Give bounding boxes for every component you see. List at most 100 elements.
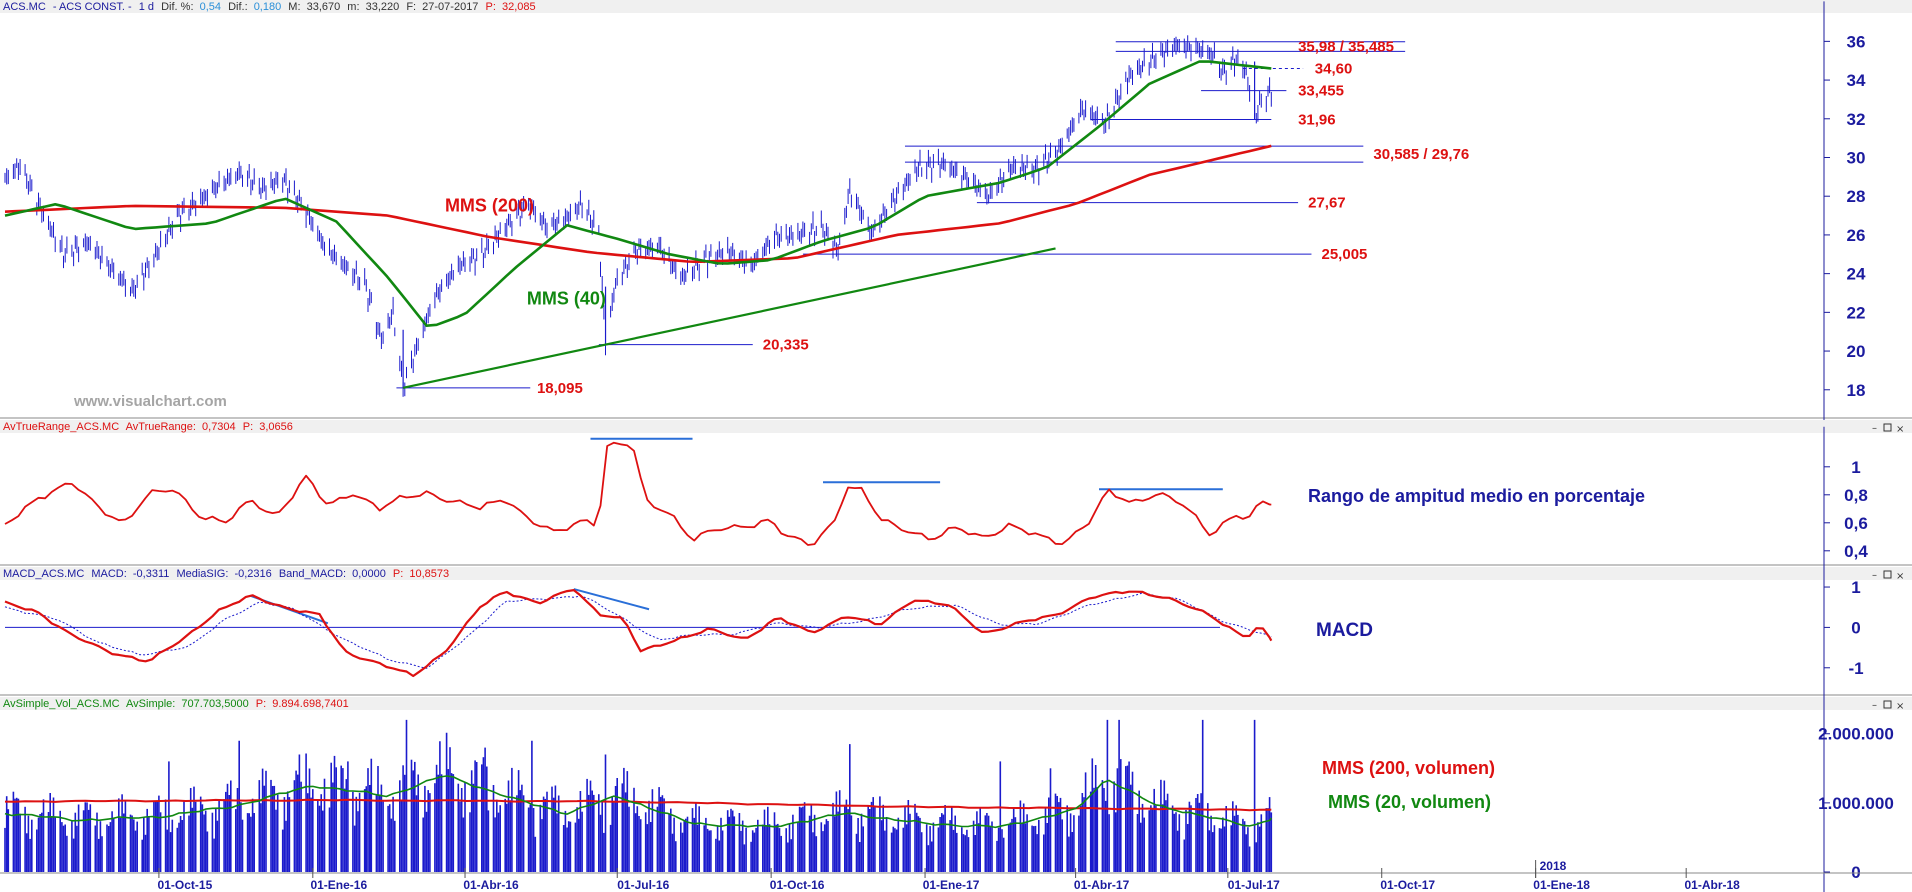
volume-y-axis-tick-label: 1.000.000 xyxy=(1818,794,1894,813)
x-tick-label: 01-Jul-17 xyxy=(1228,878,1280,892)
level-label: 18,095 xyxy=(537,380,583,397)
atr-line xyxy=(4,441,1272,546)
price-y-axis-tick-label: 20 xyxy=(1847,342,1866,361)
price-y-axis-tick-label: 18 xyxy=(1847,381,1866,400)
svg-text:AvTrueRange_ACS.MC AvTru: AvTrueRange_ACS.MC AvTrueRange: 0,7304 P… xyxy=(3,421,293,433)
vol-ma200-label: MMS (200, volumen) xyxy=(1322,758,1495,778)
macd-name: MACD_ACS.MC xyxy=(3,568,84,580)
watermark: www.visualchart.com xyxy=(73,393,227,410)
vol-name: AvSimple_Vol_ACS.MC xyxy=(3,698,120,710)
dif-pct: 0,54 xyxy=(200,1,221,13)
macd-band-label: Band_MACD: xyxy=(279,568,346,580)
maximize-icon xyxy=(1883,570,1892,579)
x-tick-label: 01-Oct-15 xyxy=(158,878,213,892)
minimize-icon: – xyxy=(1872,570,1877,581)
x-tick-label: 01-Jul-16 xyxy=(617,878,669,892)
macd-field: MACD: xyxy=(91,568,126,580)
atr-y-axis-tick-label: 0,6 xyxy=(1844,514,1868,533)
price-y-axis-tick-label: 32 xyxy=(1847,110,1866,129)
volume-panel-header xyxy=(0,697,1912,710)
atr-panel-header xyxy=(0,420,1912,433)
atr-p: 3,0656 xyxy=(259,421,293,433)
macd-sig: -0,2316 xyxy=(234,568,271,580)
close-icon: × xyxy=(1896,701,1904,712)
macd-series xyxy=(4,588,1273,678)
macd-value: -0,3311 xyxy=(133,568,170,580)
level-label: 27,67 xyxy=(1308,195,1346,212)
atr-y-axis: 0,4 0,6 0,8 1 xyxy=(1823,426,1868,591)
vol-field: AvSimple: xyxy=(126,698,175,710)
vol-value: 707.703,5000 xyxy=(181,698,248,710)
price-levels xyxy=(396,41,1406,389)
volume-ma20-line xyxy=(4,775,1272,829)
macd-annotation: MACD xyxy=(1316,620,1373,641)
max-label: M: xyxy=(288,1,300,13)
vol-ma20-label: MMS (20, volumen) xyxy=(1328,792,1491,812)
series-label: MMS (200) xyxy=(445,196,534,216)
price-panel-header xyxy=(0,0,1912,13)
macd-marks xyxy=(0,588,1912,696)
x-tick-label: 01-Abr-17 xyxy=(1074,878,1130,892)
atr-value: 0,7304 xyxy=(202,421,236,433)
macd-panel-header xyxy=(0,567,1912,580)
maximize-icon xyxy=(1883,700,1892,709)
period: 1 d xyxy=(139,1,154,13)
volume-series xyxy=(4,775,1272,829)
price-labels: 18,095 20,335 25,005 27,67 30,585 / 29,76 31,… xyxy=(445,39,1469,397)
macd-p: 10,8573 xyxy=(409,568,449,580)
x-tick-label: 01-Ene-18 xyxy=(1533,878,1590,892)
volume-ma200-line xyxy=(4,798,1272,812)
macd-signal-line xyxy=(4,592,1272,669)
x-tick-label: 01-Abr-18 xyxy=(1684,878,1740,892)
ticker: ACS.MC xyxy=(3,1,46,13)
p-label: P: xyxy=(486,1,496,13)
x-tick-label: 01-Ene-16 xyxy=(310,878,367,892)
atr-annotation: Rango de ampitud medio en porcentaje xyxy=(1308,486,1645,506)
volume-bars xyxy=(4,719,1273,872)
min: 33,220 xyxy=(366,1,400,13)
level-label: 31,96 xyxy=(1298,112,1336,129)
macd-sig-label: MediaSIG: xyxy=(176,568,228,580)
instrument-name: - ACS CONST. - xyxy=(53,1,132,13)
price-y-axis-tick-label: 36 xyxy=(1847,32,1866,51)
atr-series xyxy=(4,441,1272,546)
price-y-axis-tick-label: 24 xyxy=(1847,265,1866,284)
svg-text:ACS.MC - ACS CONST. -: ACS.MC - ACS CONST. - 1 d Dif. %: 0,54 D… xyxy=(3,1,536,13)
macd-panel: MACD_ACS.MC MACD: -0,3311 MediaSIG: -0,2… xyxy=(0,547,1912,708)
p: 32,085 xyxy=(502,1,536,13)
atr-p-label: P: xyxy=(243,421,253,433)
price-ma40-line xyxy=(4,60,1272,328)
year-marker: 2018 xyxy=(1540,859,1567,873)
volume-y-axis-tick-label: 2.000.000 xyxy=(1818,725,1894,744)
atr-y-axis-tick-label: 1 xyxy=(1851,458,1860,477)
date-label: F: xyxy=(406,1,416,13)
price-ma200-line xyxy=(4,144,1272,264)
x-tick-label: 01-Abr-16 xyxy=(463,878,519,892)
macd-y-axis-tick-label: 0 xyxy=(1851,618,1860,637)
minimize-icon: – xyxy=(1872,423,1877,434)
level-label: 25,005 xyxy=(1322,246,1368,263)
level-label: 34,60 xyxy=(1315,60,1353,77)
support-trendline xyxy=(402,247,1056,389)
macd-y-axis-tick-label: 1 xyxy=(1851,578,1860,597)
vol-p: 9.894.698,7401 xyxy=(272,698,348,710)
price-series xyxy=(4,60,1272,389)
atr-name: AvTrueRange_ACS.MC xyxy=(3,421,119,433)
svg-text:AvSimple_Vol_ACS.MC AvSi: AvSimple_Vol_ACS.MC AvSimple: 707.703,50… xyxy=(3,698,349,710)
atr-panel: AvTrueRange_ACS.MC AvTrueRange: 0,7304 P… xyxy=(0,420,1912,591)
x-tick-label: 01-Oct-16 xyxy=(770,878,825,892)
level-label: 20,335 xyxy=(763,337,809,354)
macd-divergence-mark xyxy=(573,588,650,611)
panel-window-controls: – × – × – × xyxy=(1872,423,1904,712)
svg-text:MACD_ACS.MC MACD:: MACD_ACS.MC MACD: -0,3311 MediaSIG: -0,2… xyxy=(3,568,449,580)
dif-label: Dif.: xyxy=(228,1,248,13)
macd-p-label: P: xyxy=(393,568,403,580)
dif-pct-label: Dif. %: xyxy=(161,1,193,13)
level-label: 30,585 / 29,76 xyxy=(1373,146,1469,163)
volume-panel: AvSimple_Vol_ACS.MC AvSimple: 707.703,50… xyxy=(0,693,1912,892)
price-panel: ACS.MC - ACS CONST. - 1 d Dif. %: 0,54 D… xyxy=(0,0,1912,430)
max: 33,670 xyxy=(307,1,341,13)
level-label: 35,98 / 35,485 xyxy=(1298,39,1394,56)
